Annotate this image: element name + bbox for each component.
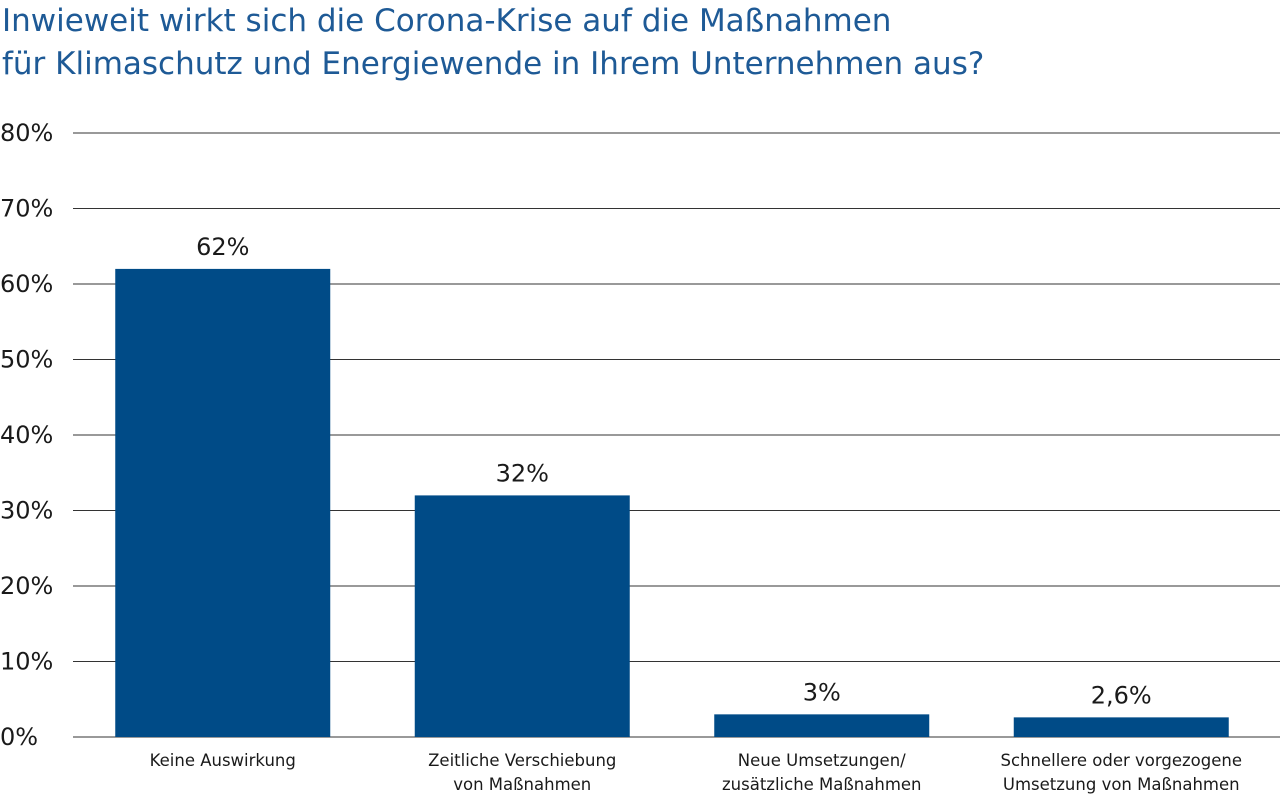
chart-title-line-1: Inwieweit wirkt sich die Corona-Krise au…	[2, 3, 892, 39]
y-tick-label: 80%	[0, 119, 53, 147]
x-category-label: Schnellere oder vorgezogene Umsetzung von…	[1001, 751, 1242, 794]
x-category-label-line: Schnellere oder vorgezogene	[1001, 751, 1242, 770]
bar	[115, 268, 331, 737]
y-tick-label: 30%	[0, 497, 53, 525]
x-category-label-line: zusätzliche Maßnahmen	[722, 775, 922, 794]
y-tick-label: 10%	[0, 648, 53, 676]
y-tick-label: 0%	[0, 723, 38, 751]
bar	[414, 495, 630, 737]
y-tick-label: 60%	[0, 270, 53, 298]
x-category-label-line: Zeitliche Verschiebung	[428, 751, 616, 770]
x-category-label: Neue Umsetzungen/zusätzliche Maßnahmen	[722, 751, 922, 794]
x-category-label-line: Neue Umsetzungen/	[738, 751, 906, 770]
y-tick-label: 40%	[0, 421, 53, 449]
x-category-label-line: Keine Auswirkung	[150, 751, 296, 770]
y-tick-label: 20%	[0, 572, 53, 600]
bar	[714, 714, 930, 737]
y-tick-label: 50%	[0, 346, 53, 374]
x-category-label: Zeitliche Verschiebung von Maßnahmen	[428, 751, 616, 794]
bar	[1013, 717, 1229, 737]
chart-title: Inwieweit wirkt sich die Corona-Krise au…	[2, 0, 1272, 86]
bar-value-labels: 62% 32% 3% 2,6%	[196, 233, 1152, 709]
x-axis-category-labels: Keine Auswirkung Zeitliche Verschiebung vo…	[150, 751, 1242, 794]
x-category-label-line: von Maßnahmen	[453, 775, 591, 794]
y-tick-label: 70%	[0, 195, 53, 223]
x-category-label-line: Umsetzung von Maßnahmen	[1003, 775, 1240, 794]
bar-value-label: 32%	[496, 459, 549, 487]
bar-value-label: 3%	[803, 678, 841, 706]
x-category-label: Keine Auswirkung	[150, 751, 296, 770]
bar-value-label: 62%	[196, 233, 249, 261]
bars	[115, 268, 1229, 737]
y-axis-tick-labels: 0% 10% 20% 30% 40% 50% 60% 70% 80%	[0, 119, 53, 751]
bar-value-label: 2,6%	[1091, 681, 1152, 709]
chart-title-line-2: für Klimaschutz und Energiewende in Ihre…	[2, 46, 985, 82]
